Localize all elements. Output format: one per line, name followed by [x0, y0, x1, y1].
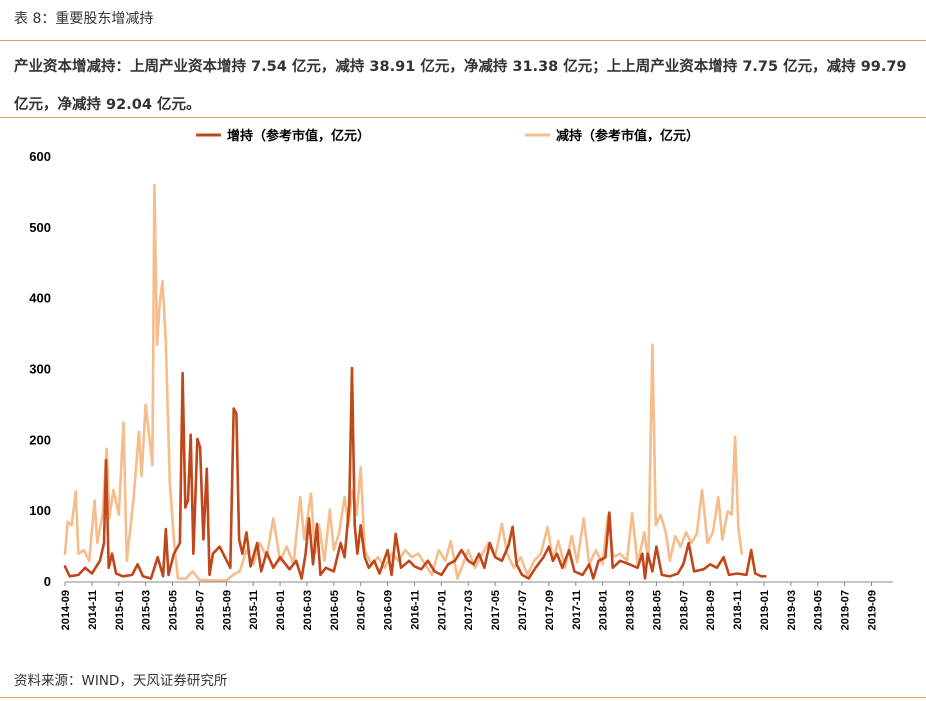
y-tick-label: 500 [29, 220, 51, 235]
top-rule [0, 40, 926, 41]
x-tick-label: 2019-03 [786, 590, 798, 630]
x-tick-label: 2015-01 [114, 590, 126, 630]
x-tick-label: 2015-09 [221, 590, 233, 630]
x-tick-label: 2015-11 [248, 590, 260, 630]
x-tick-label: 2017-11 [571, 590, 583, 630]
series-line-increase [63, 366, 767, 580]
x-tick-label: 2017-01 [436, 590, 448, 630]
legend-label-decrease: 减持（参考市值，亿元） [556, 128, 699, 144]
x-tick-label: 2015-03 [141, 590, 153, 630]
axes: 0 100 200 300 400 500 600 2014-09 2014-11 2015-01… [29, 149, 893, 630]
x-tick-label: 2016-01 [275, 590, 287, 630]
x-tick-label: 2016-09 [383, 590, 395, 630]
series-lines [63, 184, 767, 582]
y-tick-label: 600 [29, 149, 51, 164]
source-note: 资料来源：WIND，天风证券研究所 [14, 673, 228, 689]
y-tick-label: 400 [29, 291, 51, 306]
x-tick-label: 2016-11 [409, 590, 421, 630]
x-tick-label: 2014-11 [87, 590, 99, 630]
x-tick-label: 2015-07 [194, 590, 206, 630]
legend-label-increase: 增持（参考市值，亿元） [227, 128, 370, 144]
y-tick-label: 100 [29, 503, 51, 518]
x-tick-label: 2018-03 [625, 590, 637, 630]
y-tick-label: 200 [29, 432, 51, 447]
x-tick-label: 2019-05 [813, 590, 825, 630]
x-tick-label: 2018-07 [678, 590, 690, 630]
legend: 增持（参考市值，亿元） 减持（参考市值，亿元） [196, 128, 699, 144]
x-tick-label: 2018-11 [732, 590, 744, 630]
figure-title: 表 8：重要股东增减持 [14, 11, 154, 27]
x-tick-label: 2017-09 [544, 590, 556, 630]
y-tick-label: 300 [29, 362, 51, 377]
x-tick-label: 2017-07 [517, 590, 529, 630]
x-tick-label: 2018-05 [651, 590, 663, 630]
x-tick-label: 2016-05 [329, 590, 341, 630]
middle-rule [0, 117, 926, 118]
x-tick-label: 2017-03 [463, 590, 475, 630]
x-tick-label: 2019-01 [759, 590, 771, 630]
x-tick-label: 2017-05 [490, 590, 502, 630]
x-tick-label: 2016-03 [302, 590, 314, 630]
y-tick-label: 0 [44, 574, 51, 589]
x-tick-label: 2015-05 [168, 590, 180, 630]
x-tick-label: 2018-09 [705, 590, 717, 630]
series-line-decrease [63, 184, 744, 582]
x-tick-label: 2019-09 [866, 590, 878, 630]
x-tick-label: 2016-07 [356, 590, 368, 630]
shareholder-change-chart: 增持（参考市值，亿元） 减持（参考市值，亿元） 0 100 200 300 400 500 6… [29, 128, 893, 630]
x-tick-label: 2018-01 [598, 590, 610, 630]
bottom-rule [0, 697, 926, 698]
summary-text: 产业资本增减持：上周产业资本增持 7.54 亿元，减持 38.91 亿元，净减持… [14, 59, 907, 113]
x-tick-label: 2019-07 [840, 590, 852, 630]
x-tick-label: 2014-09 [60, 590, 72, 630]
